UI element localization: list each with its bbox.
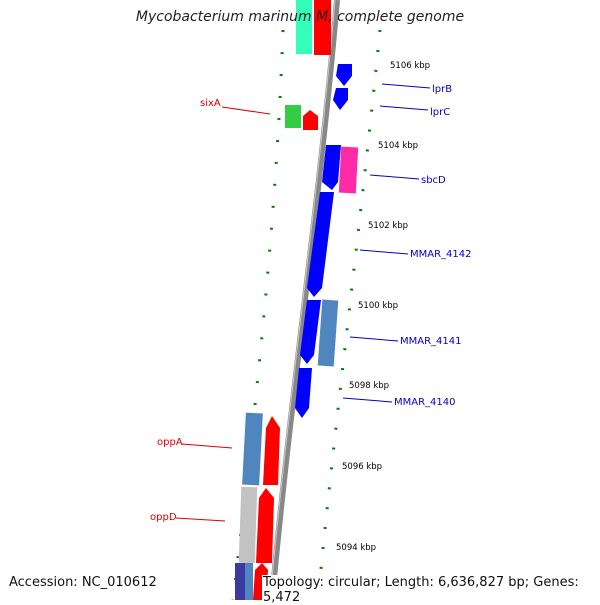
accession-text: Accession: NC_010612 <box>9 575 157 590</box>
kbp-tick-label: 5100 kbp <box>358 301 398 311</box>
gene-MMAR_4141-a[interactable] <box>300 300 321 364</box>
gene-label-sixA[interactable]: sixA <box>200 98 221 109</box>
gene-lprC[interactable] <box>333 88 348 110</box>
leader-line-sixA <box>221 106 271 115</box>
gene-red-sixA-neighbor[interactable] <box>303 110 318 130</box>
gene-teal-top[interactable] <box>296 0 312 54</box>
gene-MMAR_4141[interactable] <box>317 299 339 367</box>
gene-bottom-steel[interactable] <box>245 563 253 600</box>
gene-MMAR_4140[interactable] <box>295 368 312 418</box>
leader-line-sbcD <box>369 174 420 180</box>
gene-red-oppA-neighbor[interactable] <box>263 416 280 485</box>
gene-label-MMAR_4141[interactable]: MMAR_4141 <box>400 336 462 347</box>
gene-label-lprC[interactable]: lprC <box>430 107 450 118</box>
map-title: Mycobacterium marinum M, complete genome <box>135 9 465 25</box>
kbp-tick-label: 5104 kbp <box>378 141 418 151</box>
leader-line-MMAR_4140 <box>342 397 393 403</box>
kbp-tick-label: 5096 kbp <box>342 462 382 472</box>
genome-summary-text: Topology: circular; Length: 6,636,827 bp… <box>262 575 600 605</box>
leader-line-lprB <box>381 83 431 89</box>
leader-line-MMAR_4142 <box>359 249 409 255</box>
kbp-tick-label: 5098 kbp <box>349 381 389 391</box>
kbp-tick-label: 5106 kbp <box>390 61 430 71</box>
gene-label-sbcD[interactable]: sbcD <box>421 175 446 186</box>
gene-bottom-blue[interactable] <box>235 563 245 600</box>
gene-label-MMAR_4140[interactable]: MMAR_4140 <box>394 397 456 408</box>
genome-backbone-highlight <box>269 0 336 600</box>
gene-label-MMAR_4142[interactable]: MMAR_4142 <box>410 249 472 260</box>
gene-blue-sbcD-neighbor[interactable] <box>322 145 341 190</box>
gene-oppA[interactable] <box>242 412 263 486</box>
leader-line-MMAR_4141 <box>349 336 399 342</box>
gene-label-lprB[interactable]: lprB <box>432 84 452 95</box>
leader-line-oppD <box>175 517 226 522</box>
genome-backbone <box>269 0 340 600</box>
gene-sbcD[interactable] <box>338 146 359 194</box>
gene-sixA[interactable] <box>285 105 301 128</box>
gene-lprB[interactable] <box>336 64 352 86</box>
gene-label-oppD[interactable]: oppD <box>150 512 177 523</box>
kbp-tick-label: 5094 kbp <box>336 543 376 553</box>
leader-line-lprC <box>379 105 429 111</box>
gene-red-oppD-neighbor[interactable] <box>256 488 274 563</box>
leader-line-oppA <box>181 443 233 449</box>
kbp-tick-label: 5102 kbp <box>368 221 408 231</box>
gene-MMAR_4142[interactable] <box>307 192 334 297</box>
gene-oppD[interactable] <box>238 486 258 564</box>
gene-red-top[interactable] <box>314 0 331 55</box>
gene-label-oppA[interactable]: oppA <box>157 437 183 448</box>
